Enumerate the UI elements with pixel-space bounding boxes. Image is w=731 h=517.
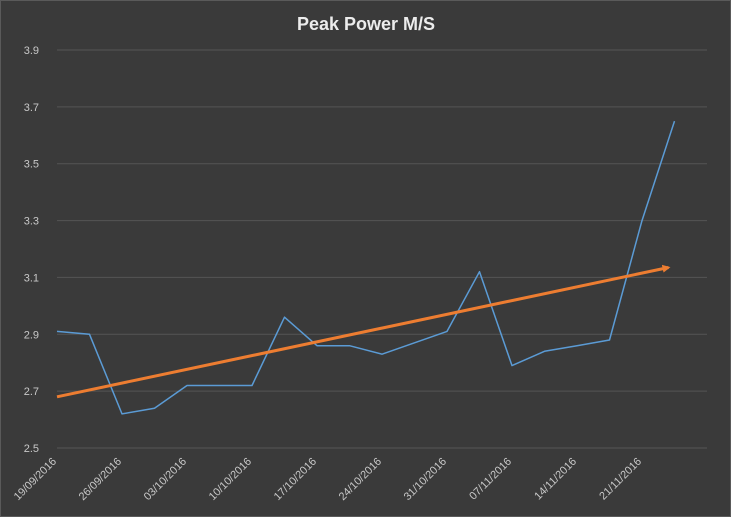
x-tick-label: 31/10/2016 xyxy=(402,456,449,503)
y-tick-label: 3.1 xyxy=(24,272,39,284)
series-line-0 xyxy=(56,120,676,415)
x-tick-label: 21/11/2016 xyxy=(597,456,644,503)
y-tick-label: 3.9 xyxy=(24,45,39,57)
x-tick-label: 26/09/2016 xyxy=(77,456,124,503)
x-tick-label: 24/10/2016 xyxy=(337,456,384,503)
y-axis-ticks: 2.5 2.7 2.9 3.1 3.3 3.5 3.7 3.9 xyxy=(24,45,39,455)
series-layer xyxy=(56,120,676,415)
y-tick-label: 3.3 xyxy=(24,216,39,228)
x-axis-ticks: 19/09/2016 26/09/2016 03/10/2016 10/10/2016… xyxy=(12,456,644,503)
y-tick-label: 3.5 xyxy=(24,159,39,171)
x-tick-label: 10/10/2016 xyxy=(207,456,254,503)
x-tick-label: 19/09/2016 xyxy=(12,456,59,503)
y-tick-label: 2.7 xyxy=(24,386,39,398)
y-tick-label: 3.7 xyxy=(24,102,39,114)
y-tick-label: 2.5 xyxy=(24,443,39,455)
grid-layer xyxy=(57,49,707,449)
x-tick-label: 07/11/2016 xyxy=(467,456,514,503)
x-tick-label: 17/10/2016 xyxy=(272,456,319,503)
y-tick-label: 2.9 xyxy=(24,329,39,341)
x-tick-label: 03/10/2016 xyxy=(142,456,189,503)
x-tick-label: 14/11/2016 xyxy=(532,456,579,503)
trend-layer xyxy=(56,264,671,399)
chart-title: Peak Power M/S xyxy=(297,14,435,34)
trendline-arrow xyxy=(56,264,671,399)
